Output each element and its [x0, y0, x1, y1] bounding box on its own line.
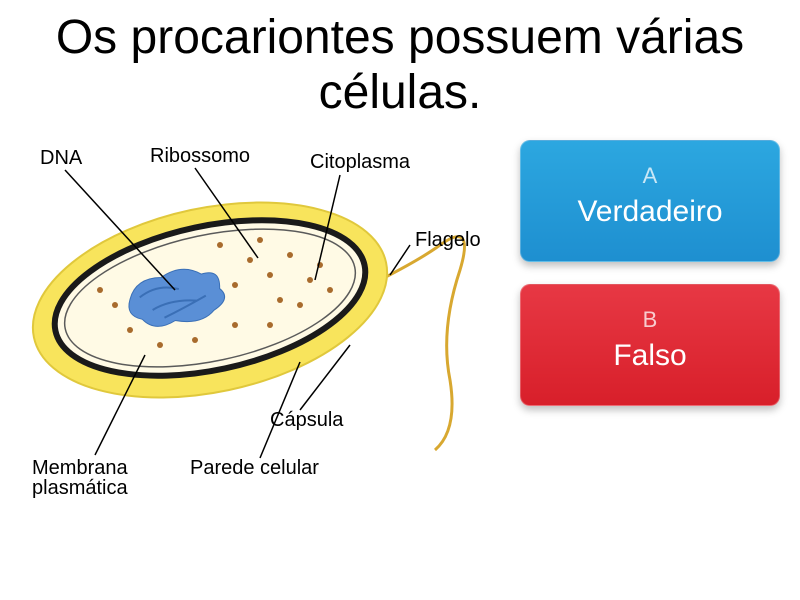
option-a-text: Verdadeiro	[531, 195, 769, 229]
label-flagellum: Flagelo	[415, 230, 481, 250]
label-dna: DNA	[40, 148, 82, 168]
option-b-letter: B	[531, 307, 769, 333]
option-b-button[interactable]: B Falso	[520, 284, 780, 406]
option-a-button[interactable]: A Verdadeiro	[520, 140, 780, 262]
question-text: Os procariontes possuem várias células.	[0, 0, 800, 130]
label-cytoplasm: Citoplasma	[310, 152, 410, 172]
cell-diagram: DNA Ribossomo Citoplasma Flagelo Cápsula…	[20, 130, 500, 530]
option-b-text: Falso	[531, 339, 769, 373]
label-capsule: Cápsula	[270, 410, 343, 430]
label-cell-wall: Parede celular	[190, 458, 319, 478]
label-ribosome: Ribossomo	[150, 146, 250, 166]
label-plasma-membrane: Membrana plasmática	[32, 458, 128, 498]
content-row: DNA Ribossomo Citoplasma Flagelo Cápsula…	[0, 130, 800, 530]
options-panel: A Verdadeiro B Falso	[520, 130, 780, 530]
option-a-letter: A	[531, 163, 769, 189]
